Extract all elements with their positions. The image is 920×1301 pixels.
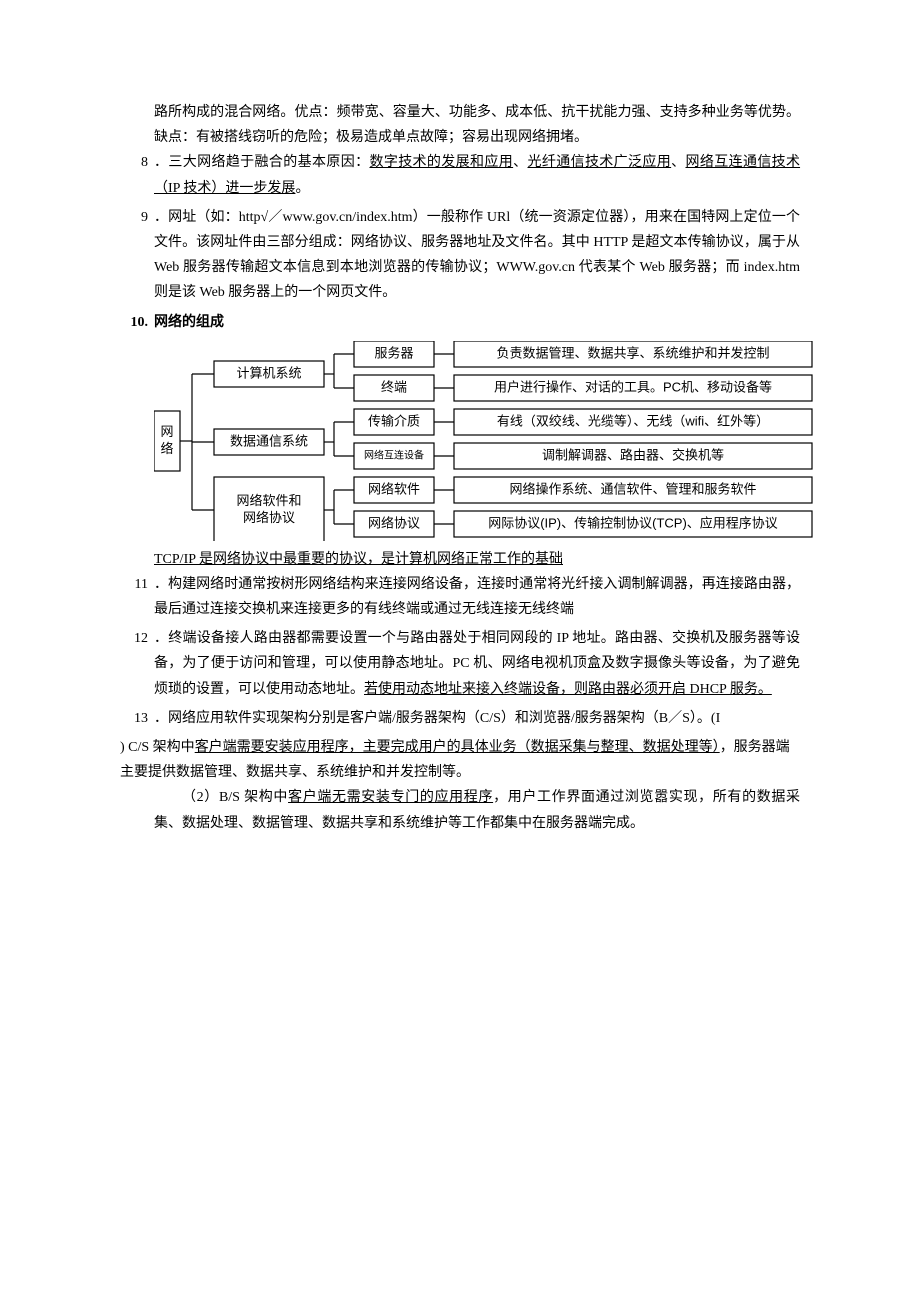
item-13-a: ．网络应用软件实现架构分别是客户端/服务器架构（C/S）和浏览器/服务器架构（B… [154,706,800,731]
item-8: 8 ．三大网络趋于融合的基本原因：数字技术的发展和应用、光纤通信技术广泛应用、网… [120,150,800,200]
right-0-1-label: 用户进行操作、对话的工具。PC机、移动设备等 [494,379,772,394]
item-9-text: ．网址（如：http√／www.gov.cn/index.htm）一般称作 UR… [154,205,800,306]
item-12-text: ．终端设备接人路由器都需要设置一个与路由器处于相同网段的 IP 地址。路由器、交… [154,626,800,702]
right-1-1-label: 调制解调器、路由器、交换机等 [542,447,724,462]
item-10-note-text: TCP/IP 是网络协议中最重要的协议，是计算机网络正常工作的基础 [154,552,563,567]
item-8-u2: 光纤通信技术广泛应用 [527,155,671,170]
item-13-line3: （2）B/S 架构中客户端无需安装专门的应用程序，用户工作界面通过浏览嚣实现，所… [120,785,800,835]
branch-0-label: 计算机系统 [236,365,301,380]
item-12-u: 若使用动态地址来接入终端设备，则路由器必须开启 DHCP 服务。 [364,682,772,697]
item-13-u1: 客户端需要安装应用程序，主要完成用户的具体业务（数据采集与整理、数据处理等） [195,740,720,755]
item-13-u2: 客户端无需安装专门的应用程序 [288,790,493,805]
item-8-sep1: 、 [513,155,527,170]
mid-0-1-label: 终端 [381,379,407,394]
item-8-sep2: 、 [671,155,685,170]
branch-2-label: 网络协议 [243,510,295,525]
item-8-a: ．三大网络趋于融合的基本原因： [154,155,369,170]
item-8-num: 8 [120,150,154,200]
mid-2-0-label: 网络软件 [368,481,420,496]
mid-1-0-label: 传输介质 [368,413,420,428]
mid-2-1-label: 网络协议 [368,515,420,530]
item-11-text: ．构建网络时通常按树形网络结构来连接网络设备，连接时通常将光纤接入调制解调器，再… [154,572,800,622]
item-9: 9 ．网址（如：http√／www.gov.cn/index.htm）一般称作 … [120,205,800,306]
item-12: 12 ．终端设备接人路由器都需要设置一个与路由器处于相同网段的 IP 地址。路由… [120,626,800,702]
branch-2-label: 网络软件和 [236,493,301,508]
item-12-num: 12 [120,626,154,702]
item-10-num: 10. [120,310,154,335]
mid-0-0-label: 服务器 [374,345,413,360]
item-13-c1: （2）B/S 架构中 [182,790,288,805]
item-13-line2: ) C/S 架构中客户端需要安装应用程序，主要完成用户的具体业务（数据采集与整理… [120,735,800,785]
item-8-end: 。 [295,181,309,196]
item-7-continuation: 路所构成的混合网络。优点：频带宽、容量大、功能多、成本低、抗干扰能力强、支持多种… [120,100,800,150]
right-2-0-label: 网络操作系统、通信软件、管理和服务软件 [509,481,756,496]
item-13: 13 ．网络应用软件实现架构分别是客户端/服务器架构（C/S）和浏览器/服务器架… [120,706,800,731]
mid-1-1-label: 网络互连设备 [364,448,424,461]
item-8-u1: 数字技术的发展和应用 [369,155,513,170]
branch-1-label: 数据通信系统 [230,433,308,448]
item-10-title: 网络的组成 [154,310,800,335]
right-1-0-label: 有线（双绞线、光缆等）、无线（wifi、红外等） [497,413,769,428]
item-13-b1: ) C/S 架构中 [120,740,195,755]
item-10-note: TCP/IP 是网络协议中最重要的协议，是计算机网络正常工作的基础 [120,547,800,572]
item-8-text: ．三大网络趋于融合的基本原因：数字技术的发展和应用、光纤通信技术广泛应用、网络互… [154,150,800,200]
item-10: 10. 网络的组成 [120,310,800,335]
item-9-num: 9 [120,205,154,306]
root-box-label: 网 [160,424,173,439]
root-box-label: 络 [160,441,173,456]
network-composition-diagram: 网络 计算机系统 服务器 负责数据管理、数据共享、系统维护和并发控制终端 用户进行操作、… [154,341,800,541]
item-11-num: 11 [120,572,154,622]
item-11: 11 ．构建网络时通常按树形网络结构来连接网络设备，连接时通常将光纤接入调制解调… [120,572,800,622]
right-0-0-label: 负责数据管理、数据共享、系统维护和并发控制 [496,345,769,360]
item-13-num: 13 [120,706,154,731]
right-2-1-label: 网际协议(IP)、传输控制协议(TCP)、应用程序协议 [488,515,778,530]
diagram-svg: 网络 计算机系统 服务器 负责数据管理、数据共享、系统维护和并发控制终端 用户进行操作、… [154,341,814,541]
